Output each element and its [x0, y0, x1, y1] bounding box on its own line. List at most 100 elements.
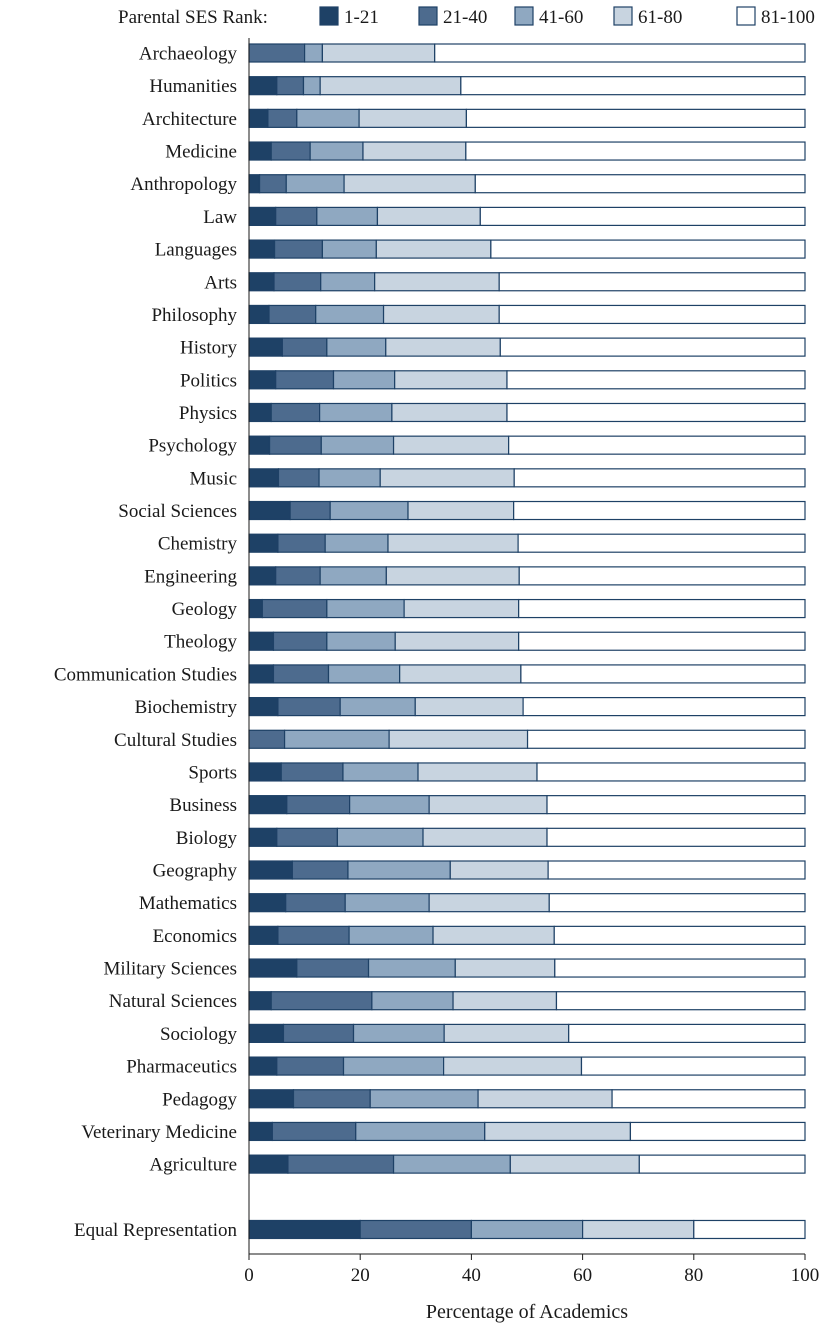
bar-humanities-61-80: [319, 76, 462, 96]
bar-architecture-81-100: [465, 108, 806, 128]
bar-politics-21-40: [275, 370, 335, 390]
bar-history-41-60: [326, 337, 387, 357]
category-label-cultural-studies: Cultural Studies: [114, 730, 237, 751]
bar-engineering-81-100: [518, 566, 806, 586]
category-label-geography: Geography: [153, 861, 238, 882]
category-label-business: Business: [169, 795, 237, 816]
bar-arts-41-60: [320, 272, 376, 292]
bar-business-81-100: [546, 795, 806, 815]
bar-veterinary-medicine-21-40: [271, 1121, 357, 1142]
bar-agriculture-81-100: [638, 1154, 806, 1174]
x-tick-label-100: 100: [791, 1265, 820, 1286]
category-label-social-sciences: Social Sciences: [118, 501, 237, 522]
bar-anthropology-21-40: [258, 174, 287, 194]
category-label-chemistry: Chemistry: [158, 534, 238, 555]
category-label-equal-representation: Equal Representation: [74, 1220, 238, 1241]
bar-pharmaceutics-21-40: [276, 1056, 345, 1076]
legend-swatch-81-100: [736, 6, 756, 26]
bar-philosophy-21-40: [268, 304, 317, 325]
bar-music-41-60: [318, 468, 381, 488]
bar-biochemistry-21-40: [277, 696, 341, 717]
x-tick-label-40: 40: [462, 1265, 481, 1286]
legend-swatch-41-60: [514, 6, 534, 26]
bar-geology-21-40: [261, 598, 328, 619]
bar-architecture-1-21: [248, 108, 269, 128]
bar-veterinary-medicine-1-21: [248, 1121, 273, 1142]
bar-natural-sciences-21-40: [270, 991, 373, 1011]
bar-humanities-21-40: [276, 76, 305, 96]
bar-biology-41-60: [336, 827, 424, 847]
bar-sociology-61-80: [443, 1023, 570, 1044]
bar-chemistry-21-40: [277, 533, 326, 553]
bar-military-sciences-81-100: [554, 958, 806, 978]
bar-languages-61-80: [375, 239, 492, 259]
bar-psychology-61-80: [392, 435, 510, 455]
bar-theology-21-40: [272, 631, 328, 651]
bar-economics-1-21: [248, 925, 279, 945]
bar-pedagogy-41-60: [369, 1089, 479, 1109]
bar-music-1-21: [248, 468, 280, 488]
legend-swatch-21-40: [418, 6, 438, 26]
bar-chemistry-81-100: [517, 533, 806, 553]
bar-sociology-1-21: [248, 1023, 285, 1044]
bar-geography-1-21: [248, 860, 293, 880]
bar-veterinary-medicine-81-100: [629, 1121, 806, 1142]
x-tick-label-60: 60: [573, 1265, 592, 1286]
category-label-archaeology: Archaeology: [139, 44, 238, 65]
bar-medicine-21-40: [270, 141, 311, 161]
category-labels: Archaeology Humanities Architecture Medicin…: [54, 44, 238, 1241]
bar-politics-81-100: [506, 370, 806, 390]
category-label-anthropology: Anthropology: [130, 174, 237, 195]
bar-arts-21-40: [273, 272, 322, 292]
bar-languages-41-60: [321, 239, 377, 259]
bar-economics-61-80: [432, 925, 555, 945]
bar-biochemistry-1-21: [248, 696, 279, 717]
category-label-veterinary-medicine: Veterinary Medicine: [81, 1122, 237, 1143]
bar-humanities-1-21: [248, 76, 278, 96]
bar-psychology-81-100: [508, 435, 806, 455]
bar-chemistry-61-80: [387, 533, 519, 553]
bar-economics-41-60: [348, 925, 434, 945]
category-label-military-sciences: Military Sciences: [104, 959, 238, 980]
category-label-natural-sciences: Natural Sciences: [109, 991, 237, 1012]
bar-military-sciences-1-21: [248, 958, 298, 978]
bar-agriculture-21-40: [287, 1154, 395, 1174]
bar-geography-61-80: [449, 860, 549, 880]
bar-cultural-studies-81-100: [526, 729, 806, 749]
category-label-music: Music: [190, 468, 238, 489]
category-label-economics: Economics: [153, 926, 237, 947]
category-label-biology: Biology: [176, 828, 238, 849]
bar-architecture-61-80: [358, 108, 467, 128]
bar-arts-1-21: [248, 272, 275, 292]
bar-agriculture-41-60: [392, 1154, 511, 1174]
bar-economics-81-100: [553, 925, 806, 945]
x-tick-label-80: 80: [684, 1265, 703, 1286]
bar-equal-representation-21-40: [359, 1219, 473, 1240]
bar-physics-61-80: [391, 402, 508, 423]
category-label-agriculture: Agriculture: [149, 1155, 237, 1176]
bar-social-sciences-61-80: [407, 500, 515, 521]
legend-label-41-60: 41-60: [539, 7, 583, 28]
bar-mathematics-81-100: [548, 893, 806, 913]
bar-sports-81-100: [536, 762, 806, 782]
bar-cultural-studies-61-80: [388, 729, 529, 749]
bar-communication-studies-41-60: [327, 664, 401, 684]
bar-physics-41-60: [319, 402, 393, 423]
bar-physics-1-21: [248, 402, 272, 423]
category-label-law: Law: [203, 207, 237, 228]
category-label-politics: Politics: [180, 370, 237, 391]
bar-anthropology-1-21: [248, 174, 261, 194]
bar-psychology-21-40: [268, 435, 322, 455]
bar-economics-21-40: [277, 925, 350, 945]
bar-biology-61-80: [422, 827, 548, 847]
bar-agriculture-61-80: [509, 1154, 640, 1174]
bar-geology-1-21: [248, 598, 263, 619]
bar-medicine-81-100: [465, 141, 806, 161]
bar-biology-1-21: [248, 827, 278, 847]
category-label-geology: Geology: [172, 599, 238, 620]
bar-pharmaceutics-81-100: [580, 1056, 806, 1076]
bar-equal-representation-61-80: [581, 1219, 695, 1240]
bar-geology-81-100: [518, 598, 806, 619]
bar-pharmaceutics-61-80: [443, 1056, 583, 1076]
bar-law-1-21: [248, 206, 277, 226]
